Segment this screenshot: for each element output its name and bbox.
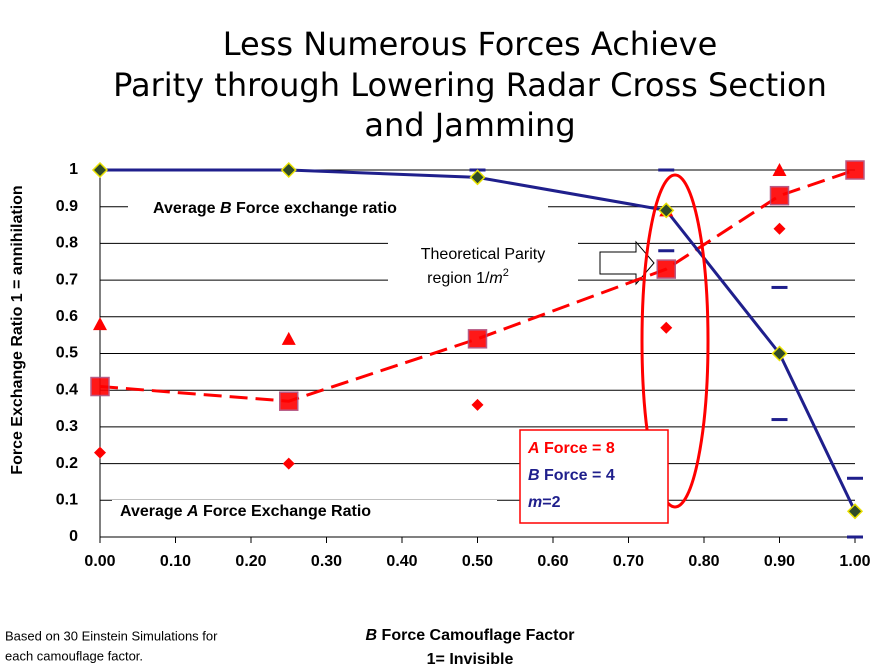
legend-box <box>519 429 669 524</box>
legend-entry: m=2 <box>528 494 561 511</box>
legend-entry: A Force = 8 <box>527 440 615 457</box>
x-tick-label: 0.30 <box>311 553 342 570</box>
a-average-label: Average A Force Exchange Ratio <box>120 503 371 520</box>
text: Force Camouflage Factor <box>377 627 574 644</box>
diamond-marker <box>94 446 106 459</box>
b-average-label: Average B Force exchange ratio <box>153 200 397 217</box>
text: Force exchange ratio <box>232 200 398 217</box>
y-tick-label: 0.4 <box>56 381 78 398</box>
diamond-marker <box>771 345 788 362</box>
text: B <box>366 627 378 644</box>
diamond-marker <box>660 321 673 334</box>
text: A <box>527 440 540 457</box>
y-tick-label: 0.2 <box>56 455 78 472</box>
title-line: and Jamming <box>364 106 575 144</box>
parity-label: region 1/m2 <box>427 267 509 287</box>
y-tick-label: 0.6 <box>56 308 78 325</box>
y-tick-label: 0.1 <box>56 492 78 509</box>
y-tick-label: 0.7 <box>56 271 78 288</box>
diamond-marker <box>469 169 486 186</box>
x-axis-label: 1= Invisible <box>427 651 514 668</box>
x-axis-label: B Force Camouflage Factor <box>366 627 575 644</box>
square-marker <box>279 391 299 411</box>
text: 2 <box>503 267 509 279</box>
parity-ellipse <box>640 173 710 509</box>
y-axis-label: Force Exchange Ratio 1 = annihilation <box>9 185 26 474</box>
label-bg <box>128 197 548 221</box>
diamond-marker <box>471 398 484 411</box>
square-marker <box>769 185 790 206</box>
x-tick-label: 0.80 <box>688 553 719 570</box>
text: =2 <box>542 494 560 511</box>
diamond-marker <box>658 202 675 219</box>
x-tick-label: 0.40 <box>386 553 417 570</box>
square-marker <box>467 329 488 349</box>
label-bg <box>112 500 497 524</box>
square-marker <box>656 259 676 279</box>
footnote: each camouflage factor. <box>5 648 143 663</box>
x-tick-label: 0.60 <box>537 553 568 570</box>
square-marker <box>90 376 110 397</box>
triangle-marker <box>772 163 787 176</box>
footnote: Based on 30 Einstein Simulations for <box>5 628 218 643</box>
y-tick-label: 0.9 <box>56 198 78 215</box>
marks <box>90 160 865 539</box>
diamond-marker <box>282 457 295 470</box>
square-marker <box>845 160 865 180</box>
legend: A Force = 8B Force = 4m=2 <box>527 440 615 511</box>
diamond-marker <box>280 161 297 179</box>
text: B <box>528 467 540 484</box>
title: Less Numerous Forces Achieve Parity thro… <box>113 25 827 144</box>
text: region 1/ <box>427 270 490 287</box>
text: Average <box>153 200 220 217</box>
title-line: Less Numerous Forces Achieve <box>223 25 718 63</box>
diamond-marker <box>91 161 109 179</box>
y-tick-label: 0.5 <box>56 345 78 362</box>
x-tick-label: 0.10 <box>160 553 191 570</box>
label-bg <box>388 240 578 290</box>
text: Force = 4 <box>540 467 615 484</box>
text: A <box>186 503 199 520</box>
text: B <box>220 200 232 217</box>
title-line: Parity through Lowering Radar Cross Sect… <box>113 66 827 104</box>
text: Force Exchange Ratio <box>199 503 372 520</box>
y-tick-label: 0 <box>69 528 78 545</box>
x-tick-label: 0.90 <box>764 553 795 570</box>
text: Force = 8 <box>540 440 615 457</box>
parity-label: Theoretical Parity <box>421 246 546 263</box>
x-tick-label: 0.70 <box>613 553 644 570</box>
x-tick-label: 0.50 <box>462 553 493 570</box>
x-tick-label: 0.00 <box>84 553 115 570</box>
series-line <box>100 168 857 512</box>
triangle-marker <box>93 317 107 331</box>
triangle-marker <box>281 331 296 345</box>
text: m <box>489 270 502 287</box>
series-line <box>99 168 856 403</box>
diamond-marker <box>846 503 864 520</box>
y-tick-label: 0.3 <box>56 418 78 435</box>
text: m <box>528 494 542 511</box>
text: Average <box>120 503 187 520</box>
diamond-marker <box>773 222 786 235</box>
y-tick-label: 0.8 <box>56 235 78 252</box>
x-tick-label: 0.20 <box>235 553 266 570</box>
legend-entry: B Force = 4 <box>528 467 615 484</box>
y-tick-label: 1 <box>69 161 78 178</box>
x-tick-label: 1.00 <box>839 553 870 570</box>
